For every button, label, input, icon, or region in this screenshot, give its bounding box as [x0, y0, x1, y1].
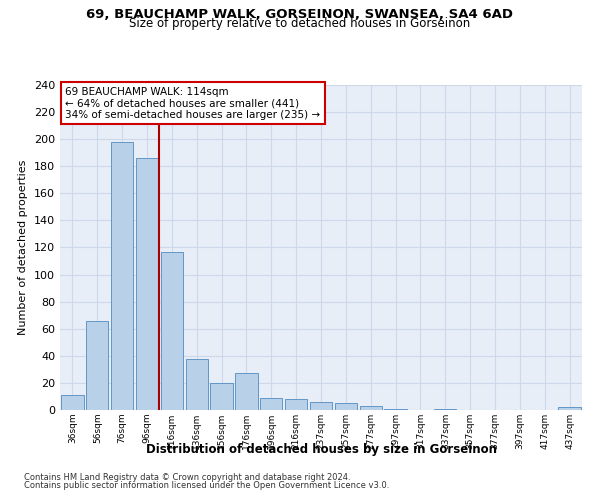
Bar	[434, 408, 457, 410]
Text: 69 BEAUCHAMP WALK: 114sqm
← 64% of detached houses are smaller (441)
34% of semi: 69 BEAUCHAMP WALK: 114sqm ← 64% of detac…	[65, 86, 320, 120]
Bar	[285, 399, 307, 410]
Text: Size of property relative to detached houses in Gorseinon: Size of property relative to detached ho…	[130, 18, 470, 30]
Bar	[559, 408, 581, 410]
Text: Contains public sector information licensed under the Open Government Licence v3: Contains public sector information licen…	[24, 481, 389, 490]
Bar	[86, 320, 109, 410]
Bar	[136, 158, 158, 410]
Bar	[335, 403, 357, 410]
Bar	[260, 398, 283, 410]
Y-axis label: Number of detached properties: Number of detached properties	[19, 160, 28, 335]
Bar	[359, 406, 382, 410]
Bar	[310, 402, 332, 410]
Text: Contains HM Land Registry data © Crown copyright and database right 2024.: Contains HM Land Registry data © Crown c…	[24, 472, 350, 482]
Bar	[185, 358, 208, 410]
Text: Distribution of detached houses by size in Gorseinon: Distribution of detached houses by size …	[146, 442, 497, 456]
Bar	[161, 252, 183, 410]
Text: 69, BEAUCHAMP WALK, GORSEINON, SWANSEA, SA4 6AD: 69, BEAUCHAMP WALK, GORSEINON, SWANSEA, …	[86, 8, 514, 20]
Bar	[61, 395, 83, 410]
Bar	[385, 408, 407, 410]
Bar	[111, 142, 133, 410]
Bar	[235, 374, 257, 410]
Bar	[211, 383, 233, 410]
